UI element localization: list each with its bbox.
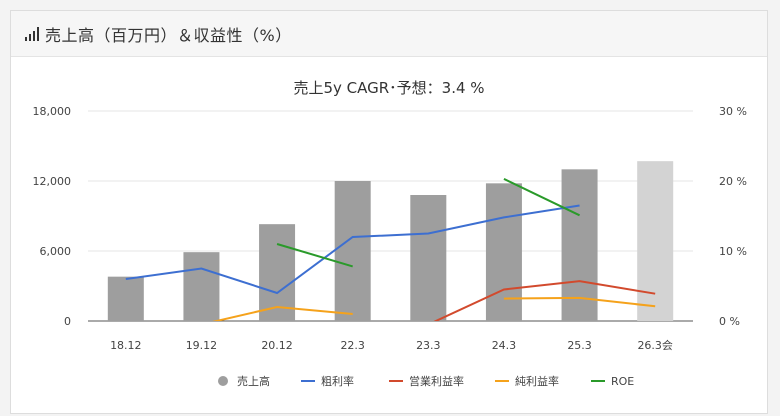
x-tick-label: 23.3 bbox=[416, 339, 441, 352]
card-header: 売上高（百万円）＆収益性（%） bbox=[11, 11, 767, 57]
chart-title: 売上5y CAGR･予想：3.4 % bbox=[293, 79, 484, 97]
right-tick-label: 10 % bbox=[719, 245, 747, 258]
x-tick-label: 19.12 bbox=[186, 339, 218, 352]
legend-label: 粗利率 bbox=[321, 374, 354, 388]
left-tick-label: 12,000 bbox=[33, 175, 72, 188]
legend-label: 売上高 bbox=[237, 374, 270, 388]
bar-sales bbox=[410, 195, 447, 321]
bar-sales bbox=[259, 224, 296, 321]
bar-sales bbox=[107, 276, 144, 321]
line-series-segment bbox=[276, 243, 353, 268]
line-series-segment bbox=[433, 280, 656, 321]
bar-sales bbox=[183, 252, 220, 321]
chart-area: 売上5y CAGR･予想：3.4 % 0 6,000 12,000 18,000 0 % 1… bbox=[11, 57, 767, 413]
x-tick-label: 20.12 bbox=[261, 339, 293, 352]
bar-sales bbox=[637, 161, 674, 321]
line-series-segment bbox=[125, 204, 580, 295]
bar-sales bbox=[334, 181, 371, 321]
legend-marker bbox=[218, 376, 228, 386]
combo-chart: 売上5y CAGR･予想：3.4 % 0 6,000 12,000 18,000 0 % 1… bbox=[33, 79, 747, 388]
line-series-segment bbox=[503, 296, 656, 308]
legend-label: 営業利益率 bbox=[409, 374, 464, 388]
legend-label: 純利益率 bbox=[515, 374, 559, 388]
left-tick-label: 18,000 bbox=[33, 105, 72, 118]
chart-card: 売上高（百万円）＆収益性（%） 売上5y CAGR･予想：3.4 % 0 6,000… bbox=[10, 10, 768, 414]
x-tick-label: 24.3 bbox=[492, 339, 517, 352]
left-tick-label: 6,000 bbox=[40, 245, 72, 258]
x-tick-label: 26.3会 bbox=[637, 339, 673, 352]
right-tick-label: 20 % bbox=[719, 175, 747, 188]
bar-sales bbox=[485, 183, 522, 321]
line-series-segment bbox=[212, 305, 353, 321]
legend-label: ROE bbox=[611, 375, 634, 388]
x-tick-label: 25.3 bbox=[567, 339, 592, 352]
line-series-segment bbox=[503, 177, 580, 217]
x-tick-label: 22.3 bbox=[340, 339, 365, 352]
left-tick-label: 0 bbox=[64, 315, 71, 328]
right-tick-label: 0 % bbox=[719, 315, 740, 328]
bar-signal-icon bbox=[25, 26, 39, 41]
x-tick-label: 18.12 bbox=[110, 339, 142, 352]
right-tick-label: 30 % bbox=[719, 105, 747, 118]
bar-sales bbox=[561, 169, 598, 321]
card-title: 売上高（百万円）＆収益性（%） bbox=[45, 25, 292, 45]
